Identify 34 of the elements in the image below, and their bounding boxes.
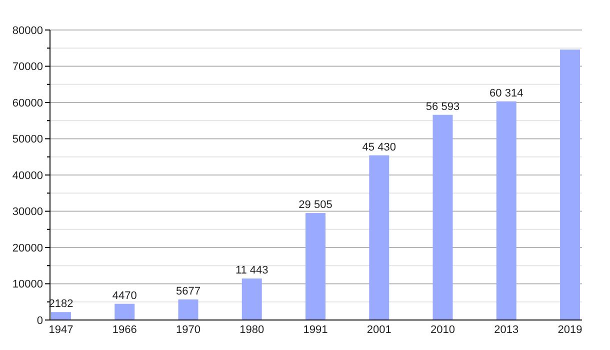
bar [496,101,516,320]
bar [178,299,198,320]
x-tick-label: 1991 [303,324,328,336]
y-tick-label: 30000 [12,206,43,218]
y-tick-label: 50000 [12,134,43,146]
bar [306,213,326,320]
data-label: 45 430 [362,141,396,154]
bar [369,155,390,320]
x-tick-label: 2019 [558,324,582,336]
x-tick-label: 1970 [176,324,200,336]
x-tick-label: 1980 [240,324,264,336]
bar [114,304,135,320]
data-label: 11 443 [235,264,268,277]
x-tick-label: 2010 [430,324,455,336]
y-tick-label: 0 [36,314,43,327]
bar [242,278,262,320]
y-tick-label: 70000 [12,61,43,74]
x-tick-label: 2001 [366,324,392,336]
x-tick-label: 1947 [48,324,74,336]
bar [432,114,453,320]
x-tick-label: 1966 [112,324,137,336]
x-tick-label: 2013 [494,324,519,336]
y-tick-label: 60000 [12,97,43,110]
data-label: 60 314 [490,87,524,100]
y-tick-label: 40000 [12,170,43,182]
bar [51,312,71,320]
y-tick-label: 10000 [12,278,43,291]
data-label: 5677 [176,285,200,298]
y-tick-label: 20000 [12,242,43,254]
data-label: 56 593 [426,100,460,113]
data-label: 4470 [112,290,137,302]
y-tick-label: 80000 [12,24,43,37]
data-label: 29 505 [298,199,332,212]
bar [560,50,580,320]
